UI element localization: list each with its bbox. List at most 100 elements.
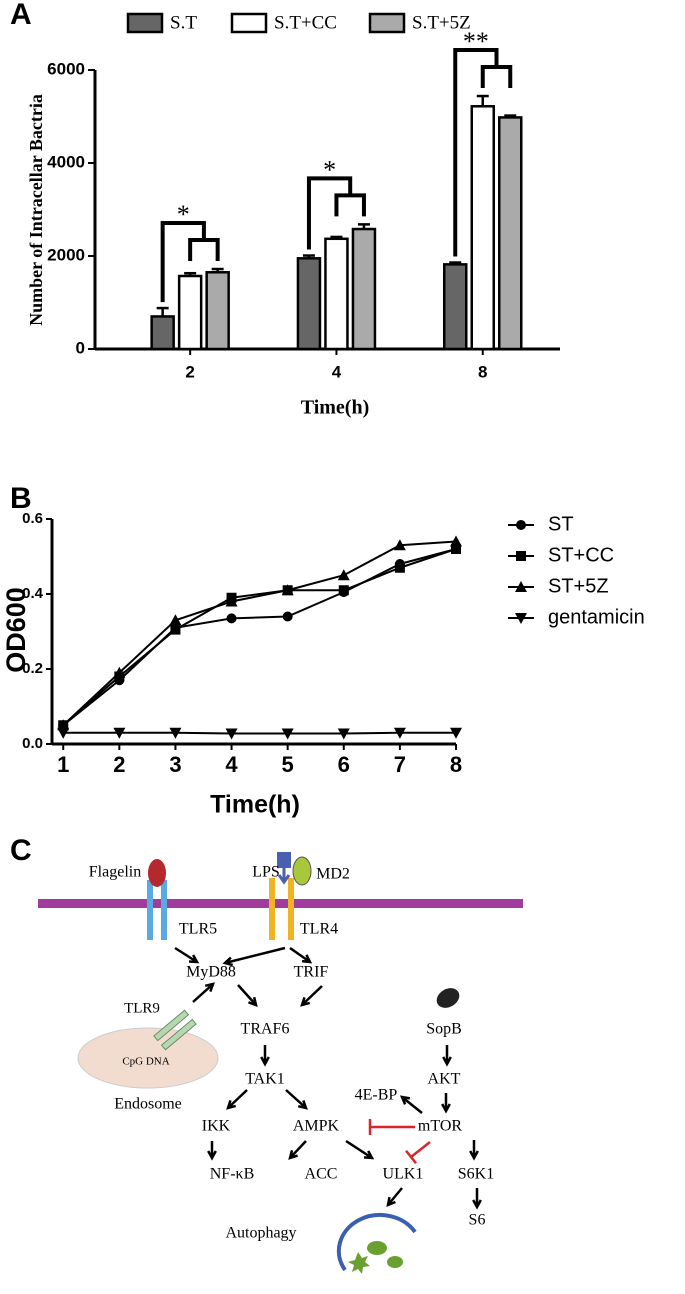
bar [177,274,203,351]
y-axis-label: OD600 [1,587,31,673]
x-tick-label: 5 [282,752,294,777]
bar [470,105,495,351]
x-tick-label: 8 [478,362,487,381]
cargo [367,1241,387,1255]
node-label: LPS [252,864,280,881]
marker [450,727,462,739]
arrow [300,985,323,1007]
md2 [292,856,312,886]
marker [57,719,70,731]
legend-swatch [126,12,164,34]
y-tick-label: 0.2 [22,660,43,677]
x-axis-label: Time(h) [301,397,370,419]
legend-label: S.T+5Z [412,12,471,33]
bar [296,257,322,351]
series-line [62,540,457,726]
membrane [38,899,523,908]
marker [516,551,526,561]
arrow [442,1045,452,1067]
arrow [260,1045,270,1067]
node-label: 4E-BP [355,1087,398,1104]
series-line [63,731,456,735]
x-tick-label: 1 [57,752,69,777]
panel-label: A [10,0,32,31]
legend-label: ST+5Z [548,575,609,597]
y-tick-label: 0.6 [22,510,43,527]
marker [337,569,350,581]
receptor [161,880,167,940]
marker [225,728,238,740]
node-label: CpG DNA [122,1056,169,1068]
x-tick-label: 2 [185,362,194,381]
legend-label: ST+CC [548,544,614,566]
node-label: ACC [305,1166,338,1183]
marker [57,727,70,739]
marker [169,614,182,626]
series-line [62,548,457,727]
arrow [174,946,200,964]
marker [169,727,182,739]
x-tick-label: 8 [450,752,462,777]
marker [226,613,237,624]
marker [515,613,527,624]
x-tick-label: 4 [225,752,238,777]
legend-label: S.T+CC [274,12,337,33]
node-label: Autophagy [225,1225,296,1242]
y-tick-label: 4000 [47,152,85,171]
arrow [345,1139,375,1160]
y-axis-label: Number of Intracellar Bactria [26,94,46,326]
significance-label: * [177,200,190,229]
ligand [148,859,166,887]
tlr9 [153,1009,197,1051]
node-label: mTOR [418,1118,462,1135]
y-tick-label: 0 [76,338,85,357]
bar [150,315,175,351]
marker [170,624,181,635]
series-line [62,548,457,727]
node-label: SopB [426,1021,462,1038]
x-axis-label: Time(h) [210,791,300,819]
node-label: MD2 [316,866,350,883]
arrow [222,946,286,967]
marker [393,539,406,551]
marker [337,728,350,740]
node-label: TLR4 [300,921,338,938]
x-tick-label: 7 [394,752,406,777]
node-label: AKT [428,1071,461,1088]
y-tick-label: 2000 [47,245,85,264]
bar [205,271,230,351]
significance-bracket [306,176,366,250]
x-tick-label: 6 [338,752,350,777]
ligand-arrow [277,868,291,885]
panel-label: B [10,482,32,515]
panel-label: C [10,834,32,867]
y-tick-label: 0.0 [22,735,43,752]
marker [282,611,293,622]
marker [113,666,126,678]
marker [225,595,238,607]
sopb-icon [436,988,460,1008]
marker [516,520,526,530]
marker [451,544,461,554]
marker [281,584,294,596]
cargo [387,1256,403,1268]
legend-swatch [230,12,268,34]
arrow [386,1187,403,1208]
arrow [288,1140,307,1160]
y-tick-label: 6000 [47,59,85,78]
marker [281,728,294,740]
legend-label: S.T [170,12,197,33]
bar [443,263,468,351]
y-tick-label: 0.4 [22,585,44,602]
inhibition [405,1141,431,1165]
arrow [285,1089,308,1110]
ligand [277,852,291,868]
marker [394,562,405,573]
receptor [288,878,294,940]
node-label: Endosome [114,1096,182,1113]
x-tick-label: 4 [332,362,342,381]
legend-swatch [368,12,406,34]
bar [324,237,349,351]
significance-bracket [453,48,513,257]
